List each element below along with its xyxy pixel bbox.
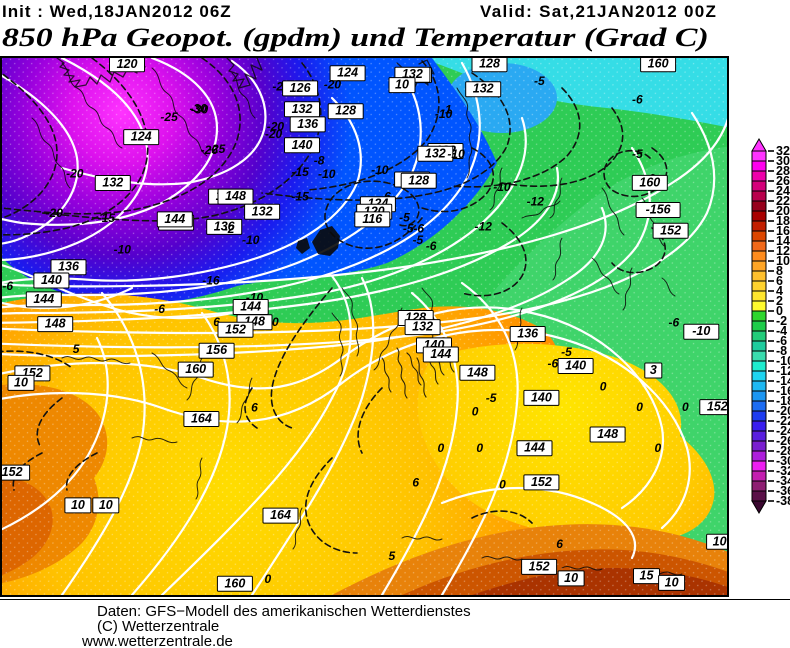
svg-text:144: 144 [33, 292, 54, 306]
svg-text:148: 148 [225, 189, 246, 203]
svg-text:144: 144 [164, 212, 185, 226]
svg-text:128: 128 [335, 104, 356, 118]
svg-text:10: 10 [14, 375, 28, 389]
svg-text:0: 0 [272, 315, 279, 329]
svg-text:-20: -20 [265, 127, 283, 141]
svg-text:128: 128 [408, 173, 429, 187]
svg-text:164: 164 [270, 508, 291, 522]
svg-text:148: 148 [597, 427, 618, 441]
svg-text:0: 0 [264, 572, 271, 586]
svg-text:-10: -10 [371, 163, 389, 177]
svg-text:-6: -6 [669, 316, 680, 330]
svg-text:3: 3 [650, 363, 657, 377]
svg-text:-20: -20 [46, 206, 64, 220]
svg-text:-10: -10 [242, 233, 260, 247]
svg-text:-6: -6 [2, 279, 13, 293]
svg-text:10: 10 [713, 534, 727, 548]
svg-text:-25: -25 [160, 110, 178, 124]
svg-text:-156: -156 [646, 203, 672, 217]
svg-text:-6: -6 [632, 93, 643, 107]
svg-text:0: 0 [682, 400, 689, 414]
svg-text:140: 140 [292, 138, 313, 152]
svg-text:140: 140 [41, 273, 62, 287]
svg-text:-38: -38 [776, 494, 790, 508]
svg-text:144: 144 [430, 347, 451, 361]
svg-text:-30: -30 [191, 102, 209, 116]
svg-text:0: 0 [472, 405, 479, 419]
svg-text:-10: -10 [318, 167, 336, 181]
svg-text:152: 152 [2, 465, 23, 479]
svg-text:136: 136 [517, 327, 539, 341]
svg-text:-20: -20 [66, 167, 84, 181]
svg-text:0: 0 [499, 478, 506, 492]
svg-text:160: 160 [224, 576, 245, 590]
svg-text:128: 128 [479, 58, 500, 71]
svg-text:136: 136 [58, 260, 80, 274]
svg-text:10: 10 [665, 575, 679, 589]
svg-text:132: 132 [412, 320, 433, 334]
svg-text:-10: -10 [692, 324, 710, 338]
svg-text:132: 132 [292, 102, 313, 116]
svg-text:0: 0 [655, 441, 662, 455]
svg-text:5: 5 [389, 549, 396, 563]
svg-text:-12: -12 [527, 195, 545, 209]
svg-text:120: 120 [117, 58, 138, 71]
svg-text:140: 140 [565, 359, 586, 373]
svg-text:6: 6 [412, 475, 419, 489]
svg-text:5: 5 [73, 342, 80, 356]
svg-text:152: 152 [225, 322, 246, 336]
svg-text:164: 164 [191, 412, 212, 426]
svg-text:6: 6 [556, 537, 563, 551]
svg-text:-16: -16 [202, 274, 220, 288]
svg-text:-12: -12 [475, 220, 493, 234]
svg-text:132: 132 [252, 204, 273, 218]
svg-text:132: 132 [473, 82, 494, 96]
svg-text:144: 144 [240, 300, 261, 314]
svg-text:136: 136 [297, 117, 319, 131]
svg-text:140: 140 [531, 390, 552, 404]
svg-text:-25: -25 [208, 142, 226, 156]
svg-text:0: 0 [476, 441, 483, 455]
svg-text:10: 10 [71, 498, 85, 512]
svg-text:126: 126 [290, 81, 312, 95]
svg-text:0: 0 [600, 380, 607, 394]
svg-text:152: 152 [660, 223, 681, 237]
svg-text:144: 144 [524, 441, 545, 455]
svg-text:-6: -6 [154, 302, 165, 316]
svg-text:160: 160 [648, 58, 669, 71]
svg-text:10: 10 [564, 571, 578, 585]
svg-text:10: 10 [99, 498, 113, 512]
svg-text:-6: -6 [547, 357, 558, 371]
svg-text:152: 152 [531, 475, 552, 489]
svg-text:160: 160 [639, 175, 660, 189]
svg-text:-20: -20 [324, 78, 342, 92]
svg-text:148: 148 [45, 317, 66, 331]
svg-text:-6: -6 [426, 239, 437, 253]
svg-text:-10: -10 [447, 147, 465, 161]
svg-text:-5: -5 [534, 74, 545, 88]
svg-text:-15: -15 [291, 190, 309, 204]
svg-text:124: 124 [131, 130, 152, 144]
svg-text:-15: -15 [98, 211, 116, 225]
svg-text:148: 148 [467, 365, 488, 379]
svg-text:160: 160 [185, 362, 206, 376]
svg-text:-10: -10 [435, 107, 453, 121]
svg-text:132: 132 [102, 176, 123, 190]
svg-text:0: 0 [437, 441, 444, 455]
svg-text:-10: -10 [114, 243, 132, 257]
svg-text:-5: -5 [632, 147, 643, 161]
svg-text:156: 156 [206, 343, 228, 357]
svg-text:116: 116 [362, 212, 383, 226]
svg-text:0: 0 [636, 400, 643, 414]
svg-text:152: 152 [529, 559, 550, 573]
svg-text:-6: -6 [413, 222, 424, 236]
svg-text:152: 152 [707, 400, 728, 414]
svg-text:10: 10 [395, 78, 409, 92]
svg-text:-5: -5 [486, 391, 497, 405]
svg-text:-10: -10 [493, 180, 511, 194]
svg-text:15: 15 [640, 569, 655, 583]
svg-text:6: 6 [251, 401, 258, 415]
svg-text:-15: -15 [291, 165, 309, 179]
